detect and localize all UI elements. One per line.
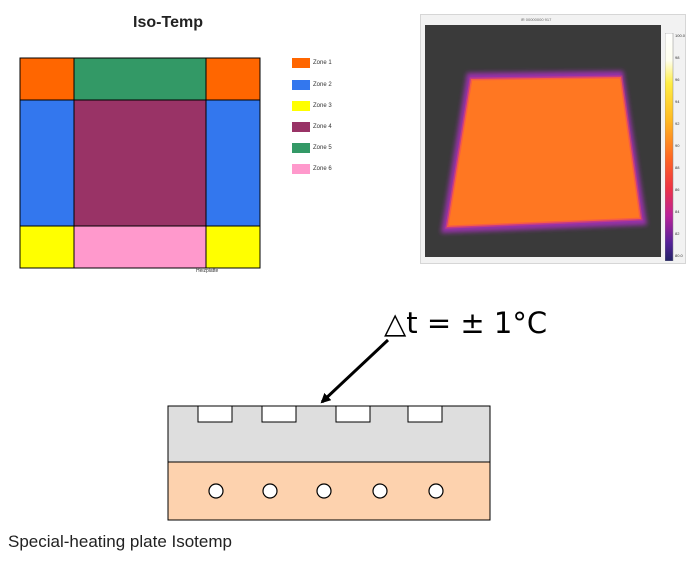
thermal-image — [425, 25, 661, 257]
scale-label: 98 — [675, 55, 680, 60]
heating-element — [262, 483, 278, 499]
legend-swatch — [292, 164, 310, 174]
legend-item-zone-6: Zone 6 — [292, 164, 332, 174]
legend-item-zone-2: Zone 2 — [292, 80, 332, 90]
thermal-image-frame: IR 00000000 917 100.0 — [420, 14, 686, 264]
zone-5-top-center — [73, 57, 207, 101]
channel — [335, 405, 371, 423]
heating-plate-cross-section — [167, 338, 491, 521]
temperature-tolerance-label: △t = ± 1°C — [384, 306, 548, 340]
zone-3-bottom-right — [205, 225, 261, 269]
heating-element — [208, 483, 224, 499]
zone-map-footnote: Heizplatte — [196, 268, 219, 274]
thermal-image-header: IR 00000000 917 — [520, 17, 552, 22]
legend-item-zone-1: Zone 1 — [292, 58, 332, 68]
thermal-plate — [447, 77, 641, 227]
zone-2-left — [19, 99, 75, 227]
scale-label: 96 — [675, 77, 680, 82]
zone-map — [19, 57, 261, 269]
scale-label: 88 — [675, 165, 680, 170]
scale-label: 90 — [675, 143, 680, 148]
heating-element — [428, 483, 444, 499]
zone-1-top-left — [19, 57, 75, 101]
legend-item-zone-5: Zone 5 — [292, 143, 332, 153]
zone-2-right — [205, 99, 261, 227]
channel — [197, 405, 233, 423]
heating-element — [316, 483, 332, 499]
figure-caption: Special-heating plate Isotemp — [8, 532, 232, 551]
legend-swatch — [292, 122, 310, 132]
legend-swatch — [292, 58, 310, 68]
zone-4-center — [73, 99, 207, 227]
scale-label: 100.0 — [675, 33, 686, 38]
zone-diagram-title: Iso-Temp — [133, 14, 203, 31]
scale-bar — [665, 33, 674, 261]
legend-item-zone-3: Zone 3 — [292, 101, 332, 111]
legend-item-zone-4: Zone 4 — [292, 122, 332, 132]
zone-1-top-right — [205, 57, 261, 101]
scale-label: 82 — [675, 231, 680, 236]
channels — [197, 405, 443, 423]
scale-label: 94 — [675, 99, 680, 104]
scale-label: 92 — [675, 121, 680, 126]
legend-label: Zone 6 — [313, 166, 332, 172]
legend-label: Zone 1 — [313, 60, 332, 66]
channel — [261, 405, 297, 423]
channel — [407, 405, 443, 423]
heating-element — [372, 483, 388, 499]
heating-elements — [208, 483, 444, 499]
thermal-color-scale — [665, 33, 674, 261]
scale-label: 84 — [675, 209, 680, 214]
legend-label: Zone 3 — [313, 103, 332, 109]
scale-label: 80.0 — [675, 253, 683, 258]
annotation-arrow — [320, 338, 390, 404]
zone-6-bottom-center — [73, 225, 207, 269]
scale-label: 86 — [675, 187, 680, 192]
legend-swatch — [292, 101, 310, 111]
legend-swatch — [292, 80, 310, 90]
zone-3-bottom-left — [19, 225, 75, 269]
legend-label: Zone 2 — [313, 82, 332, 88]
legend-swatch — [292, 143, 310, 153]
thermal-plate-edge — [445, 75, 643, 229]
legend-label: Zone 5 — [313, 145, 332, 151]
legend-label: Zone 4 — [313, 124, 332, 130]
